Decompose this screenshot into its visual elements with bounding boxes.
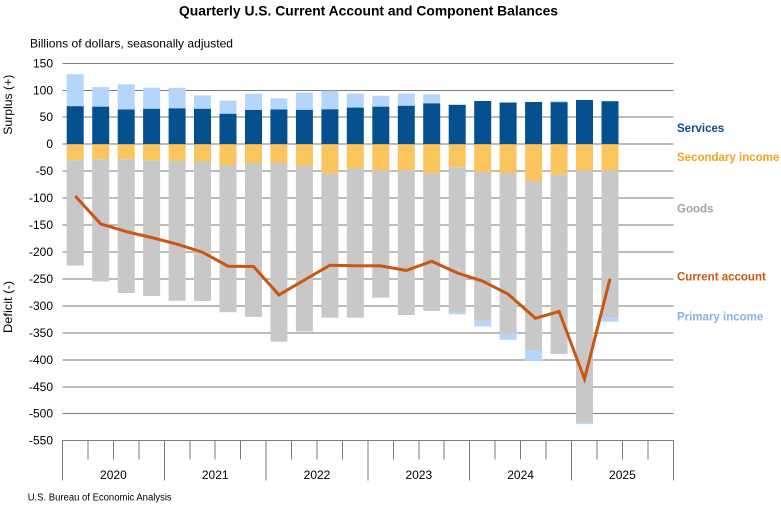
svg-text:2023: 2023 (405, 468, 432, 482)
svg-text:50: 50 (40, 110, 54, 124)
svg-text:-250: -250 (29, 272, 53, 286)
svg-text:U.S. Bureau of Economic Analys: U.S. Bureau of Economic Analysis (28, 493, 172, 504)
svg-text:Surplus (+): Surplus (+) (1, 75, 15, 135)
svg-text:-350: -350 (29, 326, 53, 340)
svg-text:2022: 2022 (304, 468, 331, 482)
svg-text:Deficit (-): Deficit (-) (1, 281, 15, 333)
svg-text:Primary income: Primary income (677, 312, 763, 324)
svg-text:0: 0 (46, 137, 53, 151)
svg-text:Secondary income: Secondary income (677, 152, 779, 164)
svg-text:Billions of dollars, seasonall: Billions of dollars, seasonally adjusted (30, 37, 233, 51)
svg-text:-550: -550 (29, 434, 53, 448)
svg-text:-450: -450 (29, 380, 53, 394)
svg-text:-300: -300 (29, 299, 53, 313)
svg-text:-400: -400 (29, 353, 53, 367)
svg-text:Quarterly U.S. Current Account: Quarterly U.S. Current Account and Compo… (179, 4, 558, 19)
svg-text:-150: -150 (29, 218, 53, 232)
svg-text:-500: -500 (29, 407, 53, 421)
svg-text:2020: 2020 (100, 468, 127, 482)
svg-text:100: 100 (33, 83, 53, 97)
svg-text:2024: 2024 (507, 468, 534, 482)
svg-text:Goods: Goods (677, 203, 713, 215)
svg-text:2025: 2025 (609, 468, 636, 482)
svg-text:-100: -100 (29, 191, 53, 205)
svg-text:2021: 2021 (202, 468, 229, 482)
svg-text:-50: -50 (36, 164, 54, 178)
svg-text:-200: -200 (29, 245, 53, 259)
svg-text:150: 150 (33, 56, 53, 70)
svg-text:Services: Services (677, 123, 724, 135)
svg-text:Current account: Current account (677, 272, 766, 284)
